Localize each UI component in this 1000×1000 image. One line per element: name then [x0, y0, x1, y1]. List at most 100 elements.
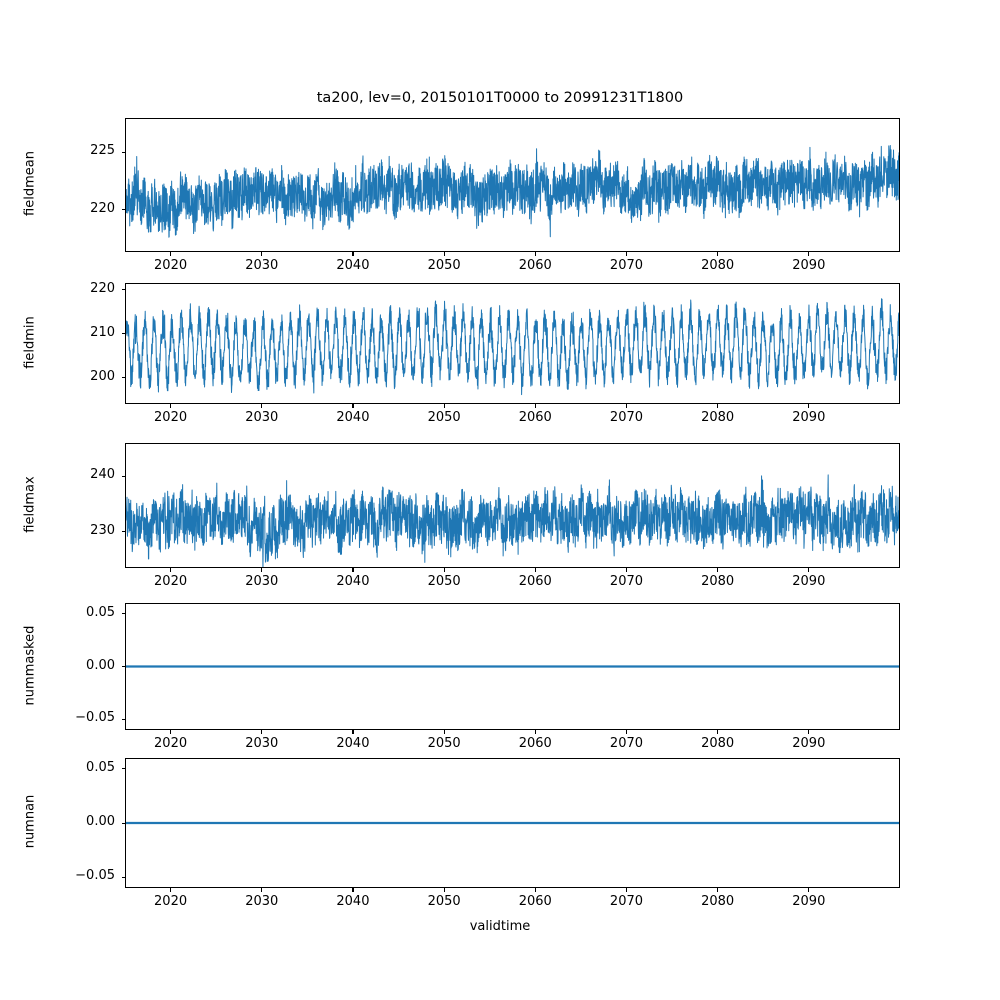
- x-tick-label: 2090: [792, 736, 826, 751]
- x-tick-label: 2070: [609, 258, 644, 273]
- y-axis-label-fieldmean: fieldmean: [22, 151, 38, 216]
- subplot-numnan: [125, 758, 900, 888]
- y-tick-label: 230: [90, 522, 115, 538]
- x-tick-label: 2030: [245, 410, 279, 425]
- x-tick-label: 2090: [792, 410, 826, 425]
- x-tick-label: 2090: [792, 258, 826, 273]
- y-tick-label: 200: [90, 368, 115, 384]
- x-tick-mark: [717, 888, 719, 892]
- x-tick-mark: [170, 730, 172, 734]
- y-axis-label-nummasked: nummasked: [22, 625, 38, 705]
- x-tick-label: 2020: [154, 258, 188, 273]
- y-tick-mark: [121, 333, 125, 335]
- y-tick-mark: [121, 613, 125, 615]
- x-tick-mark: [717, 252, 719, 256]
- x-tick-label: 2070: [609, 736, 644, 751]
- x-tick-label: 2040: [336, 258, 370, 273]
- x-tick-label: 2060: [518, 410, 552, 425]
- y-tick-label: 0.05: [86, 604, 115, 620]
- x-tick-mark: [534, 252, 536, 256]
- x-tick-mark: [808, 888, 810, 892]
- subplot-nummasked: [125, 603, 900, 730]
- y-axis-label-fieldmin: fieldmin: [22, 315, 38, 369]
- y-tick-label: 0.05: [86, 759, 115, 775]
- x-tick-label: 2030: [245, 574, 279, 589]
- x-tick-label: 2090: [792, 574, 826, 589]
- y-axis-label-fieldmax: fieldmax: [22, 475, 38, 533]
- x-tick-label: 2070: [609, 574, 644, 589]
- x-tick-label: 2080: [701, 736, 735, 751]
- x-tick-label: 2020: [154, 410, 188, 425]
- series-canvas-fieldmean: [126, 144, 899, 238]
- x-tick-label: 2060: [518, 258, 552, 273]
- series-canvas-nummasked: [126, 665, 899, 668]
- x-tick-mark: [170, 888, 172, 892]
- x-tick-label: 2030: [245, 894, 279, 909]
- figure-title: ta200, lev=0, 20150101T0000 to 20991231T…: [316, 90, 684, 106]
- x-tick-mark: [717, 404, 719, 408]
- x-tick-label: 2070: [609, 894, 644, 909]
- x-tick-mark: [261, 404, 263, 408]
- x-tick-label: 2040: [336, 574, 370, 589]
- y-tick-label: 225: [90, 143, 115, 159]
- y-tick-label: 0.00: [86, 814, 115, 829]
- y-tick-label: 220: [90, 200, 115, 216]
- x-tick-mark: [534, 568, 536, 572]
- x-tick-mark: [443, 404, 445, 408]
- x-tick-mark: [443, 730, 445, 734]
- x-tick-mark: [352, 568, 354, 572]
- x-tick-label: 2050: [427, 736, 461, 751]
- x-tick-mark: [625, 404, 628, 408]
- x-tick-mark: [443, 888, 445, 892]
- x-tick-mark: [352, 888, 354, 892]
- y-tick-mark: [121, 475, 125, 477]
- x-tick-mark: [352, 730, 354, 734]
- x-tick-label: 2090: [792, 894, 826, 909]
- x-tick-mark: [261, 730, 263, 734]
- series-canvas-numnan: [126, 821, 899, 825]
- x-tick-label: 2060: [518, 736, 552, 751]
- series-canvas-fieldmax: [126, 474, 899, 567]
- x-tick-label: 2030: [245, 258, 279, 273]
- x-tick-label: 2030: [245, 736, 279, 751]
- series-canvas-fieldmin: [126, 298, 899, 396]
- y-tick-mark: [121, 822, 125, 824]
- x-tick-mark: [625, 730, 628, 734]
- x-tick-mark: [808, 730, 810, 734]
- x-tick-label: 2050: [427, 574, 461, 589]
- y-tick-label: −0.05: [75, 710, 115, 726]
- x-tick-mark: [443, 568, 445, 572]
- x-tick-mark: [261, 568, 263, 572]
- x-tick-label: 2050: [427, 258, 461, 273]
- x-tick-label: 2070: [609, 410, 644, 425]
- x-tick-mark: [443, 252, 445, 256]
- subplot-fieldmin: [125, 283, 900, 404]
- x-tick-label: 2080: [701, 574, 735, 589]
- x-tick-label: 2050: [427, 410, 461, 425]
- y-tick-label: 0.00: [86, 657, 115, 673]
- subplot-fieldmean: [125, 118, 900, 252]
- subplot-fieldmax: [125, 443, 900, 568]
- x-tick-label: 2020: [154, 736, 188, 751]
- data-line-fieldmin: [126, 298, 899, 396]
- x-tick-mark: [625, 252, 628, 256]
- x-tick-mark: [717, 730, 719, 734]
- x-tick-mark: [808, 252, 810, 256]
- x-tick-mark: [352, 404, 354, 408]
- x-tick-mark: [625, 888, 628, 892]
- x-tick-mark: [808, 404, 810, 408]
- x-tick-label: 2080: [701, 258, 735, 273]
- x-tick-mark: [352, 252, 354, 256]
- x-tick-label: 2020: [154, 894, 188, 909]
- x-tick-label: 2060: [518, 574, 552, 589]
- x-tick-label: 2050: [427, 894, 461, 909]
- data-line-fieldmean: [126, 144, 899, 238]
- x-tick-label: 2040: [336, 894, 370, 909]
- x-tick-mark: [625, 568, 628, 572]
- y-tick-mark: [121, 151, 125, 153]
- x-tick-mark: [717, 568, 719, 572]
- y-tick-mark: [121, 531, 125, 533]
- x-tick-mark: [534, 888, 536, 892]
- y-axis-label-numnan: numnan: [22, 794, 38, 849]
